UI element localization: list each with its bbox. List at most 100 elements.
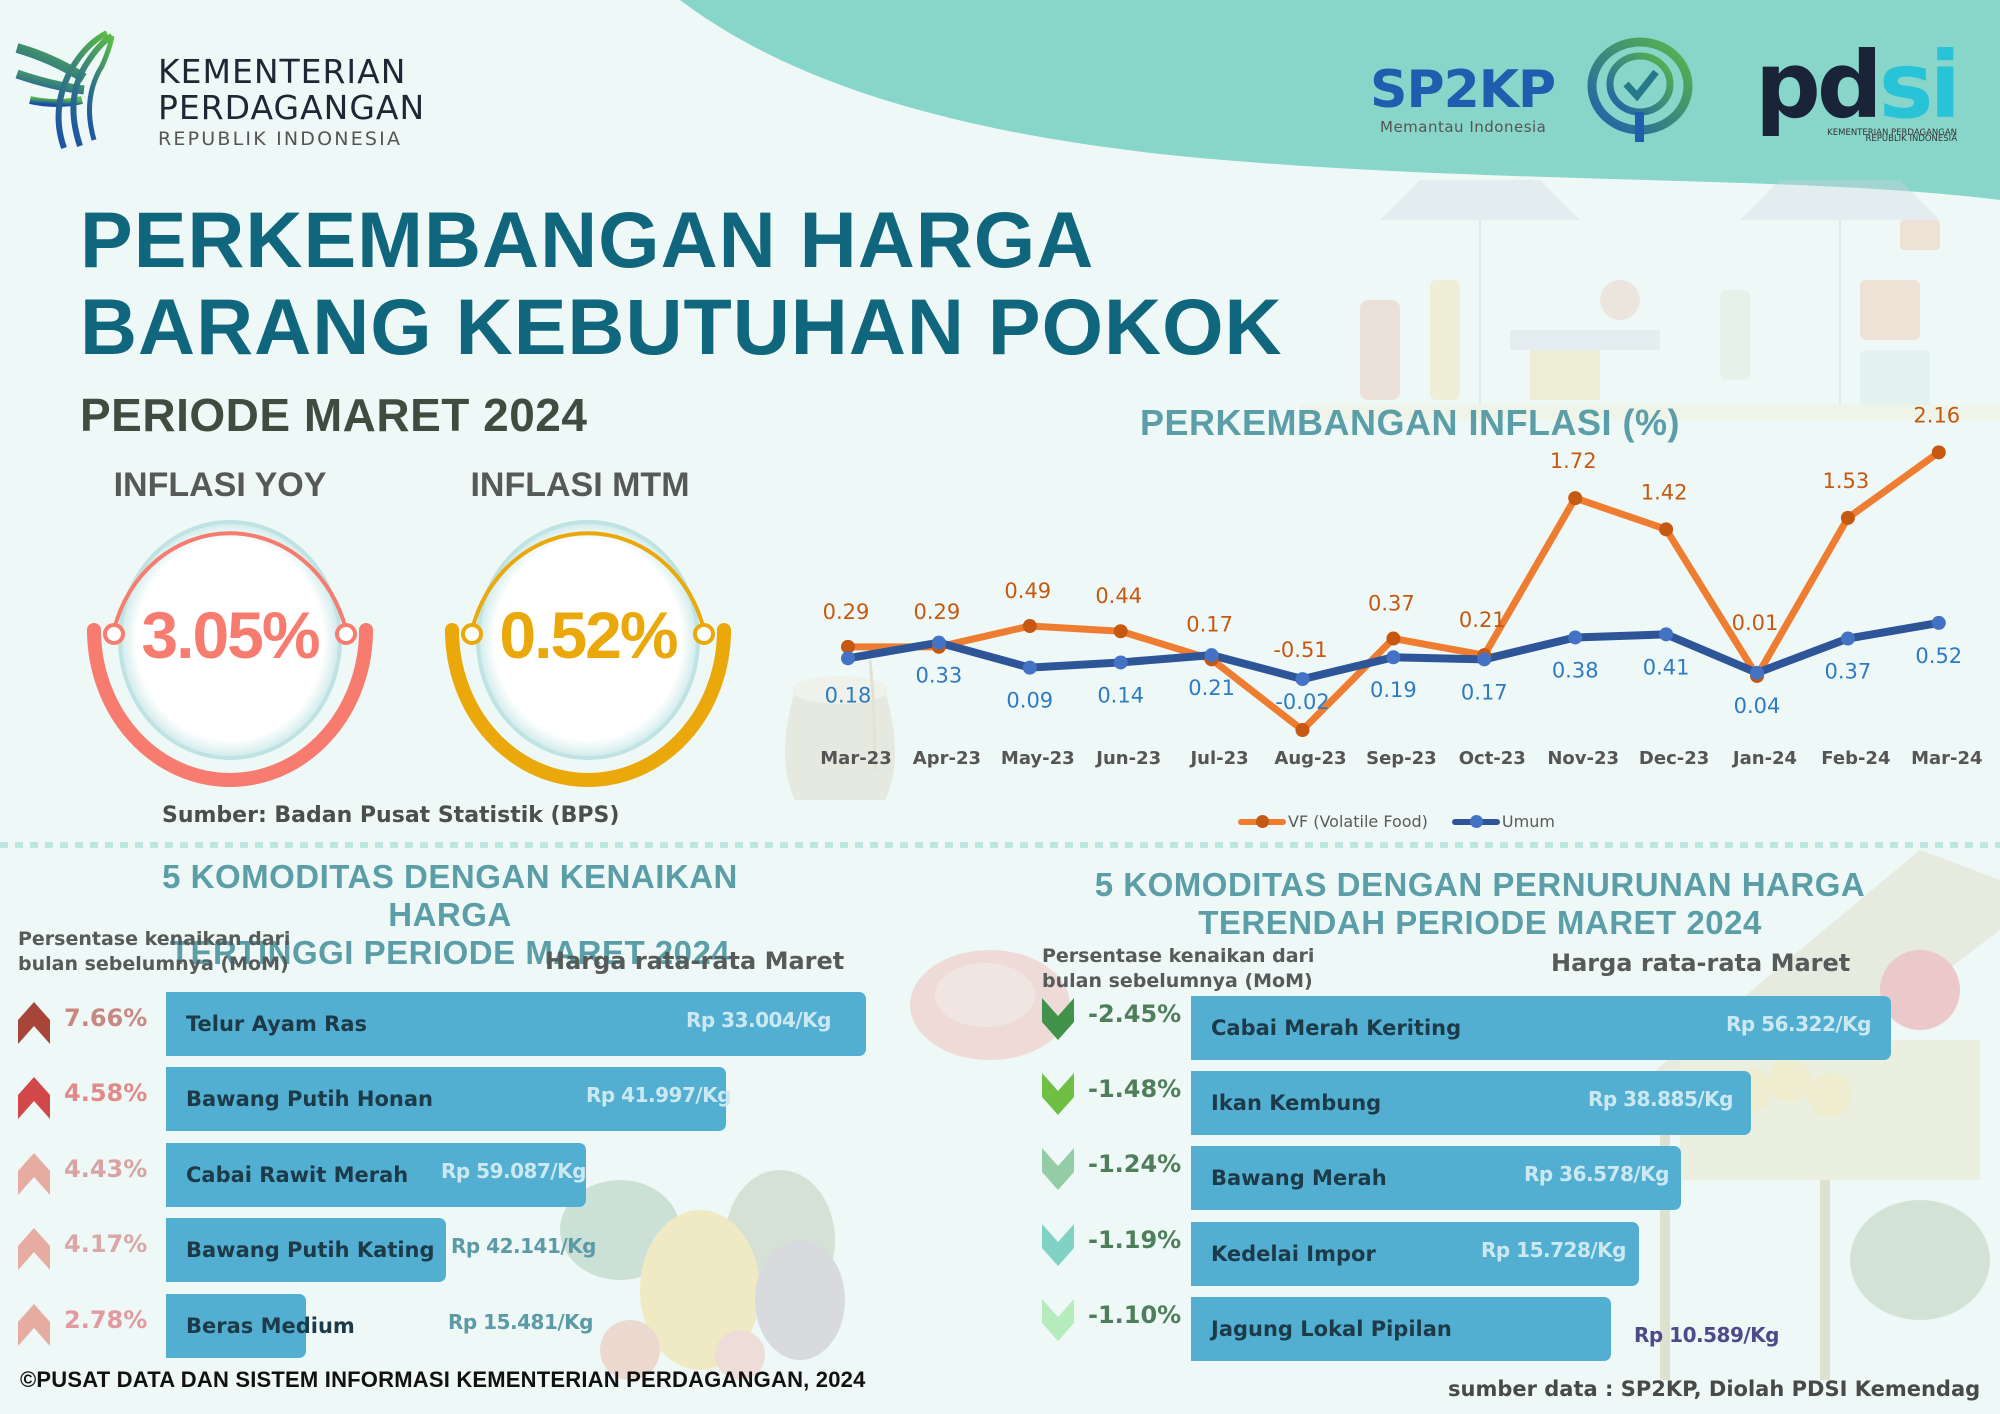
section-divider [0,842,2000,848]
increase-pct: 4.43% [64,1155,148,1183]
umum-data-label: 0.21 [1188,676,1235,700]
vf-data-label: 0.21 [1459,608,1506,632]
increase-pct: 2.78% [64,1306,148,1334]
umum-data-label: 0.41 [1643,655,1690,679]
vf-marker [1113,624,1128,639]
decrease-commodity-row: -1.19% Kedelai Impor Rp 15.728/Kg [1030,1222,2000,1286]
pdsi-logo-dark: pd [1755,32,1883,139]
umum-marker [1659,627,1674,642]
umum-marker [1931,615,1946,630]
increase-pct-header-line2: bulan sebelumnya (MoM) [18,953,289,975]
up-arrow-icon [18,1153,50,1195]
umum-data-label: 0.37 [1825,660,1872,684]
vf-marker [931,639,946,654]
umum-marker [931,635,946,650]
commodity-name: Telur Ayam Ras [186,1012,367,1036]
rice-sack-illustration [785,659,895,800]
price-bar: Cabai Rawit Merah [166,1143,586,1207]
vf-marker [1295,723,1310,738]
commodity-name: Ikan Kembung [1211,1091,1382,1115]
vf-data-label: 0.44 [1095,584,1142,608]
decrease-pct: -1.24% [1088,1150,1182,1178]
commodity-price: Rp 56.322/Kg [1726,1012,1871,1036]
ministry-name-line2: PERDAGANGAN [158,88,426,127]
umum-marker [1750,665,1764,680]
increase-pct-header: Persentase kenaikan dari bulan sebelumny… [18,927,290,977]
vf-data-label: 0.17 [1186,612,1233,636]
price-bar: Jagung Lokal Pipilan [1191,1297,1611,1361]
price-bar: Beras Medium [166,1294,355,1358]
page-title-line1: PERKEMBANGAN HARGA [80,195,1095,284]
decrease-title-line1: 5 KOMODITAS DENGAN PERNURUNAN HARGA [1094,866,1866,903]
price-bar: Bawang Putih Kating [166,1218,446,1282]
commodity-price: Rp 41.997/Kg [586,1083,731,1107]
kpi-source: Sumber: Badan Pusat Statistik (BPS) [162,803,620,828]
sp2kp-title: SP2KP [1370,60,1556,120]
umum-data-label: 0.17 [1461,680,1508,704]
market-illustration [1300,180,2000,420]
x-axis-label: Nov-23 [1547,748,1619,769]
x-axis-label: Feb-24 [1821,748,1890,769]
decrease-pct-header-line1: Persentase kenaikan dari [1042,945,1315,967]
vf-marker [1204,652,1219,667]
umum-line [847,618,1940,684]
x-axis-label: Jul-23 [1188,748,1248,769]
pdsi-logo: pdsi KEMENTERIAN PERDAGANGAN REPUBLIK IN… [1755,40,1961,145]
increase-section-title: 5 KOMODITAS DENGAN KENAIKAN HARGA TERTIN… [100,858,800,972]
increase-title-line2: TERTINGGI PERIODE MARET 2024 [169,934,731,971]
umum-data-label: 0.04 [1734,694,1781,718]
page-title: PERKEMBANGAN HARGA BARANG KEBUTUHAN POKO… [80,196,1283,370]
vegetables-illustration [560,1170,845,1380]
pdsi-sub-line2: REPUBLIK INDONESIA [1865,134,1958,144]
chart-legend: VF (Volatile Food) Umum [1238,812,1555,831]
kemendag-logo-text: KEMENTERIAN PERDAGANGAN REPUBLIK INDONES… [158,54,425,152]
x-axis-label: Apr-23 [913,748,981,769]
legend-umum-swatch [1451,814,1500,828]
legend-vf-label: VF (Volatile Food) [1288,812,1428,831]
commodity-price: Rp 15.481/Kg [448,1310,593,1334]
price-bar: Kedelai Impor [1191,1222,1639,1286]
increase-commodity-row: 4.43% Cabai Rawit Merah Rp 59.087/Kg [0,1143,900,1207]
period-label: PERIODE MARET 2024 [80,389,588,441]
vf-data-label: 0.49 [1004,579,1051,603]
commodity-price: Rp 42.141/Kg [451,1234,596,1258]
vf-data-label: 0.01 [1732,611,1779,635]
commodity-name: Bawang Merah [1211,1166,1387,1190]
sp2kp-check-icon [1587,37,1693,142]
legend-vf-swatch [1238,814,1286,828]
commodity-price: Rp 15.728/Kg [1481,1238,1626,1262]
down-arrow-icon [1042,1224,1074,1266]
kpi-mtm-label: INFLASI MTM [470,466,690,504]
x-axis-label: Jan-24 [1731,748,1797,769]
increase-commodity-row: 7.66% Telur Ayam Ras Rp 33.004/Kg [0,992,900,1056]
umum-marker [1022,660,1037,675]
vf-marker [1022,619,1037,634]
chart-title: PERKEMBANGAN INFLASI (%) [1140,402,1680,443]
pdsi-logo-accent: si [1878,32,1961,139]
vf-marker [1568,491,1583,506]
price-bar: Telur Ayam Ras [166,992,866,1056]
x-axis-label: Dec-23 [1639,748,1709,769]
vf-marker [1477,648,1492,663]
kpi-mtm-value: 0.52% [499,598,678,672]
decrease-pct: -2.45% [1088,1000,1182,1028]
commodity-name: Kedelai Impor [1211,1242,1376,1266]
umum-data-label: 0.14 [1097,683,1144,707]
commodity-name: Bawang Putih Honan [186,1087,433,1111]
x-axis-label: Oct-23 [1459,748,1526,769]
increase-pct: 4.58% [64,1079,148,1107]
vf-data-label: 0.37 [1368,592,1415,616]
down-arrow-icon [1042,1148,1074,1190]
kpi-mtm-gauge [445,520,731,787]
commodity-price: Rp 10.589/Kg [1634,1323,1779,1347]
price-bar: Bawang Putih Honan [166,1067,726,1131]
umum-marker [1204,648,1219,663]
umum-data-label: 0.38 [1552,658,1599,682]
umum-data-label: 0.09 [1006,689,1053,713]
commodity-name: Bawang Putih Kating [186,1238,435,1262]
decrease-title-line2: TERENDAH PERIODE MARET 2024 [1198,904,1762,941]
ministry-name-line3: REPUBLIK INDONESIA [158,128,403,150]
kpi-yoy-label: INFLASI YOY [113,466,327,504]
pdsi-sub-line1: KEMENTERIAN PERDAGANGAN [1827,128,1958,138]
kpi-yoy-value: 3.05% [141,598,320,672]
